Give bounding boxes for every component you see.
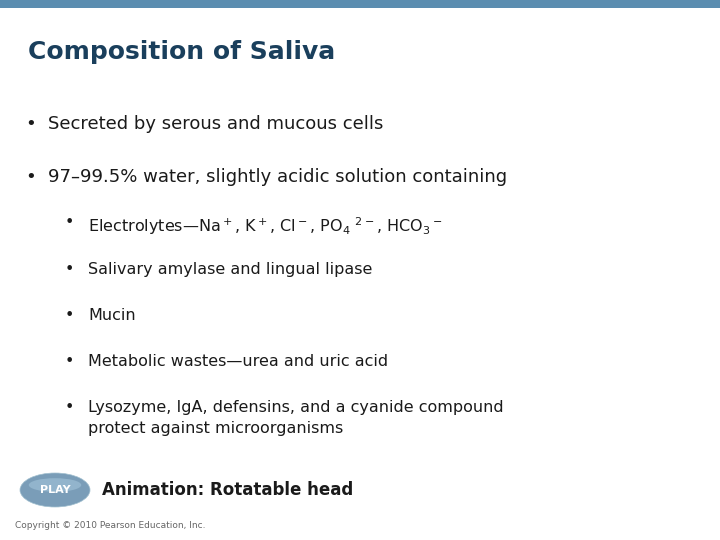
Text: PLAY: PLAY	[40, 485, 71, 495]
Bar	[0, 0, 720, 8]
Text: Salivary amylase and lingual lipase: Salivary amylase and lingual lipase	[88, 262, 372, 277]
Text: 97–99.5% water, slightly acidic solution containing: 97–99.5% water, slightly acidic solution…	[48, 168, 507, 186]
Text: •: •	[25, 115, 36, 133]
Text: Metabolic wastes—urea and uric acid: Metabolic wastes—urea and uric acid	[88, 354, 388, 369]
Text: •: •	[25, 168, 36, 186]
Text: •: •	[65, 215, 74, 230]
Text: Electrolytes—Na$^+$, K$^+$, Cl$^-$, PO$_4$ $^{2-}$, HCO$_3$$^-$: Electrolytes—Na$^+$, K$^+$, Cl$^-$, PO$_…	[88, 215, 442, 237]
Ellipse shape	[29, 478, 81, 492]
Text: Composition of Saliva: Composition of Saliva	[28, 40, 336, 64]
Text: •: •	[65, 400, 74, 415]
Text: Mucin: Mucin	[88, 308, 135, 323]
Text: •: •	[65, 354, 74, 369]
Text: Copyright © 2010 Pearson Education, Inc.: Copyright © 2010 Pearson Education, Inc.	[15, 521, 205, 530]
Text: Lysozyme, IgA, defensins, and a cyanide compound
protect against microorganisms: Lysozyme, IgA, defensins, and a cyanide …	[88, 400, 503, 436]
Text: Secreted by serous and mucous cells: Secreted by serous and mucous cells	[48, 115, 383, 133]
Text: •: •	[65, 308, 74, 323]
Ellipse shape	[20, 473, 90, 507]
Text: Animation: Rotatable head: Animation: Rotatable head	[102, 481, 354, 499]
Text: •: •	[65, 262, 74, 277]
